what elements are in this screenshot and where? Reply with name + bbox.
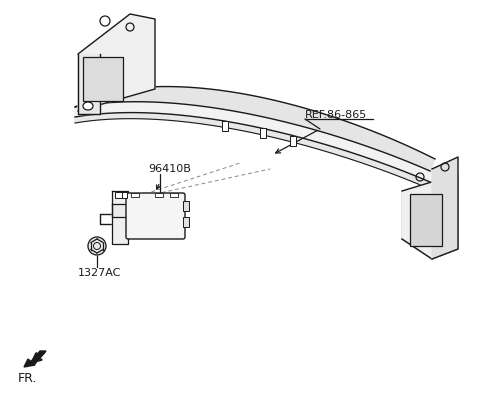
- Polygon shape: [78, 55, 100, 115]
- FancyBboxPatch shape: [126, 194, 185, 239]
- Polygon shape: [75, 113, 430, 190]
- Bar: [410, 194, 442, 246]
- Bar: [131, 194, 139, 198]
- Bar: [115, 192, 123, 198]
- Polygon shape: [24, 359, 35, 367]
- Text: 96410B: 96410B: [148, 164, 191, 174]
- Text: FR.: FR.: [18, 371, 37, 384]
- Polygon shape: [432, 158, 458, 259]
- Bar: [260, 129, 266, 139]
- Polygon shape: [28, 351, 46, 365]
- Text: REF.86-865: REF.86-865: [305, 110, 367, 120]
- Bar: [183, 217, 189, 227]
- Bar: [222, 122, 228, 132]
- Ellipse shape: [83, 103, 93, 111]
- Bar: [290, 136, 296, 146]
- Bar: [155, 194, 163, 198]
- Polygon shape: [78, 15, 155, 112]
- Polygon shape: [112, 205, 180, 217]
- Circle shape: [88, 237, 106, 255]
- Bar: [170, 194, 178, 198]
- Bar: [122, 192, 127, 198]
- Polygon shape: [75, 102, 430, 182]
- Polygon shape: [402, 174, 458, 259]
- Polygon shape: [112, 192, 128, 244]
- Bar: [183, 201, 189, 211]
- Text: 1327AC: 1327AC: [78, 267, 121, 277]
- Bar: [83, 58, 123, 102]
- Polygon shape: [75, 87, 435, 172]
